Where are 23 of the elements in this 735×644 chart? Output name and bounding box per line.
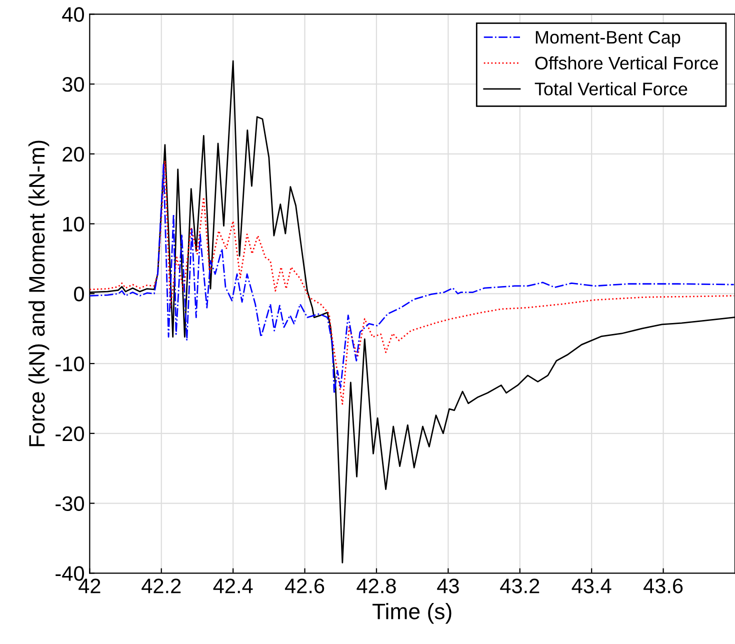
- x-tick-label: 43.4: [572, 578, 612, 594]
- x-tick-label: 42.2: [142, 578, 181, 594]
- y-tick-label: -10: [56, 356, 84, 372]
- y-tick-label: -40: [56, 566, 84, 581]
- x-tick-label: 42: [78, 578, 100, 594]
- x-tick-label: 42.8: [356, 578, 396, 594]
- x-tick-label: 43.6: [644, 578, 683, 594]
- legend-label: Moment-Bent Cap: [536, 30, 680, 48]
- y-tick-label: 0: [74, 286, 84, 302]
- x-tick-label: 42.4: [213, 578, 253, 594]
- legend-label: Offshore Vertical Force: [535, 56, 718, 70]
- x-axis-title: Time (s): [372, 602, 452, 624]
- y-tick-label: 10: [63, 216, 84, 232]
- legend-label: Total Vertical Force: [534, 82, 688, 96]
- y-tick-label: 20: [62, 146, 84, 162]
- y-tick-label: -20: [56, 426, 84, 442]
- y-axis-title: Force (kN) and Moment (kN-m): [28, 140, 50, 446]
- x-tick-label: 42.6: [284, 578, 324, 594]
- x-tick-label: 43.2: [500, 578, 540, 594]
- y-tick-label: -30: [56, 496, 84, 512]
- y-tick-label: 40: [62, 7, 84, 22]
- y-tick-label: 30: [62, 77, 84, 92]
- x-tick-label: 43: [437, 578, 459, 594]
